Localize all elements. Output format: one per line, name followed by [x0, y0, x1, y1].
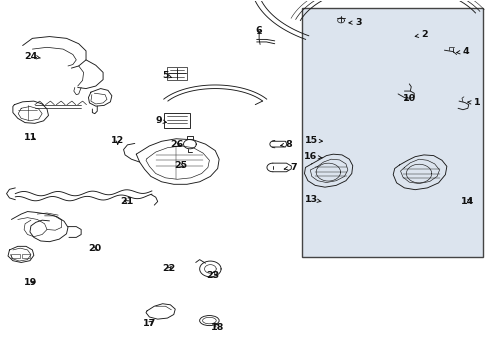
- Text: 24: 24: [24, 52, 41, 61]
- Text: 11: 11: [24, 133, 38, 142]
- Text: 21: 21: [120, 197, 133, 206]
- Text: 20: 20: [87, 244, 101, 253]
- Text: 16: 16: [303, 152, 322, 161]
- Text: 15: 15: [305, 136, 322, 145]
- Text: 10: 10: [402, 94, 415, 103]
- Text: 23: 23: [206, 270, 219, 279]
- Text: 8: 8: [280, 140, 291, 149]
- Bar: [167, 67, 186, 80]
- Text: 1: 1: [467, 98, 480, 107]
- Text: 13: 13: [305, 195, 321, 204]
- Text: 4: 4: [456, 47, 468, 56]
- Text: 17: 17: [142, 319, 156, 328]
- Text: 25: 25: [174, 161, 187, 170]
- Text: 19: 19: [24, 278, 38, 287]
- Text: 5: 5: [162, 71, 171, 80]
- Text: 12: 12: [111, 136, 124, 145]
- Bar: [302, 8, 483, 257]
- Bar: [11, 254, 20, 258]
- Bar: [22, 254, 30, 258]
- Text: 14: 14: [460, 197, 473, 206]
- Bar: [163, 113, 190, 128]
- Text: 7: 7: [284, 163, 296, 172]
- Text: 18: 18: [210, 323, 224, 332]
- Text: 3: 3: [348, 18, 362, 27]
- Text: 26: 26: [170, 140, 183, 149]
- Text: 9: 9: [156, 116, 166, 125]
- Text: 6: 6: [255, 26, 262, 35]
- Text: 22: 22: [162, 265, 175, 274]
- Text: 2: 2: [414, 30, 427, 39]
